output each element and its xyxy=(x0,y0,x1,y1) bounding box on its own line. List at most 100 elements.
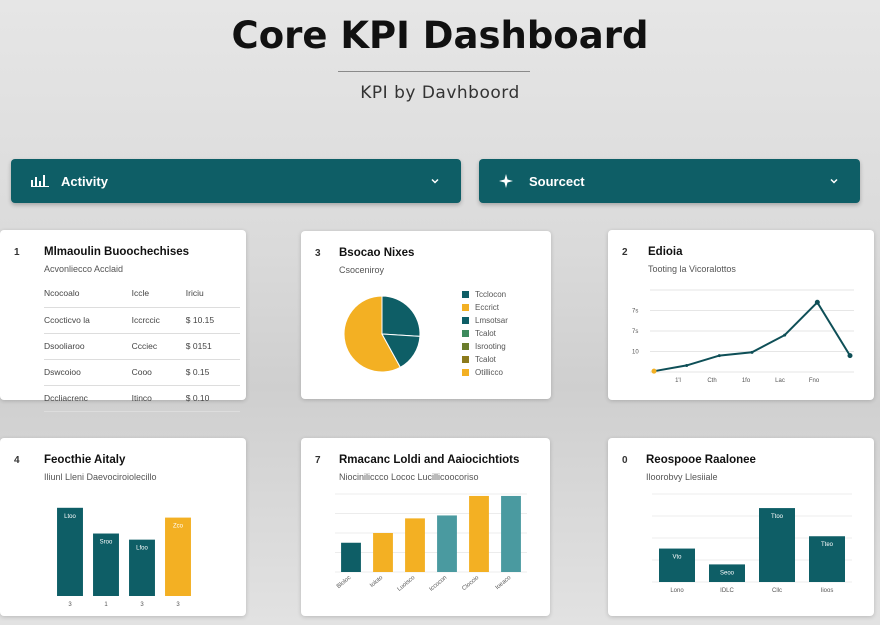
sparkle-icon xyxy=(499,174,521,188)
table-cell: Itinco xyxy=(131,385,186,412)
data-point xyxy=(847,353,853,359)
bar xyxy=(129,539,155,596)
data-point xyxy=(685,363,689,367)
data-label: Sroo xyxy=(100,540,113,546)
table-cell: Ccciec xyxy=(131,333,186,360)
table-cell: $ 10.15 xyxy=(185,307,240,334)
legend-swatch xyxy=(462,317,469,324)
source-dropdown[interactable]: Sourcect xyxy=(479,159,860,203)
activity-dropdown[interactable]: Activity xyxy=(11,159,461,203)
card-title: Edioia xyxy=(648,246,683,258)
activity-dropdown-label: Activity xyxy=(61,173,108,189)
legend-swatch xyxy=(462,291,469,298)
bar xyxy=(759,508,795,582)
card-title: Bsocao Nixes xyxy=(339,247,415,259)
card-subtitle: Iliunl Lleni Daevociroiolecillo xyxy=(44,472,157,482)
bar xyxy=(469,495,489,572)
legend-item: Tcalot xyxy=(462,353,508,366)
legend-swatch xyxy=(462,369,469,376)
y-tick-label: 7s xyxy=(632,329,638,335)
legend-label: Lmsotsar xyxy=(475,316,508,325)
table-cell: Iccrccic xyxy=(131,307,186,334)
bar xyxy=(373,533,393,572)
legend-swatch xyxy=(462,330,469,337)
data-label: Lfoo xyxy=(136,546,148,552)
x-tick-label: Lac xyxy=(775,378,785,384)
legend-label: Tcclocon xyxy=(475,290,507,299)
card-number: 2 xyxy=(622,247,628,258)
data-point xyxy=(750,350,754,354)
data-label: Ltoo xyxy=(64,514,76,520)
chevron-down-icon xyxy=(828,175,840,187)
line-chart: 7s 7s 10 1'l Cth 1fo Lac Fno xyxy=(632,289,854,384)
legend-label: Eccrict xyxy=(475,303,499,312)
legend-item: Tcclocon xyxy=(462,288,508,301)
table-cell: Ccocticvo la xyxy=(44,307,132,334)
legend-label: Tcalot xyxy=(475,329,496,338)
y-tick-label: 7s xyxy=(632,309,638,315)
column-header: Iccle xyxy=(131,288,186,308)
data-label: Zco xyxy=(173,524,184,530)
bar-card-3: 0 Reospooe Raalonee Iloorobvy Llesiiale … xyxy=(608,438,874,616)
table-row: Ccocticvo la Iccrccic $ 10.15 xyxy=(44,307,240,334)
pie-card: 3 Bsocao Nixes Csoceniroy xyxy=(301,231,551,399)
x-tick-label: Ioeaco xyxy=(495,575,513,592)
x-tick-label: Cth xyxy=(707,378,716,384)
page-subtitle: KPI by Davhboord xyxy=(360,83,520,103)
x-tick-label: 3 xyxy=(68,602,72,608)
source-dropdown-label: Sourcect xyxy=(529,173,585,189)
x-tick-label: Bloloc xyxy=(336,575,352,590)
column-header: Ncocoalo xyxy=(44,288,132,308)
card-number: 3 xyxy=(315,248,321,259)
data-point xyxy=(783,333,787,337)
bar-chart-2: Bloloc Ioloto Luoisco Iccocon Cloccio Ioeaco xyxy=(335,493,527,593)
data-label: Ttoo xyxy=(771,514,784,520)
card-title: Rmacanc Loldi and Aaiocichtiots xyxy=(339,454,520,466)
x-tick-label: 1 xyxy=(104,602,108,608)
x-tick-label: Luoisco xyxy=(397,575,417,593)
data-label: Seoo xyxy=(720,570,735,576)
legend-label: Isrooting xyxy=(475,342,506,351)
line-card: 2 Edioia Tooting la Vicoralottos 7s 7s 10 1… xyxy=(608,230,874,400)
table-cell: Dccliacrenc xyxy=(44,385,132,412)
table-cell: Dswcoioo xyxy=(44,359,132,386)
pie-chart xyxy=(343,295,421,373)
card-number: 4 xyxy=(14,455,20,466)
card-number: 0 xyxy=(622,455,628,466)
table-row: Dswcoioo Cooo $ 0.15 xyxy=(44,359,240,386)
data-label: Tteo xyxy=(821,542,834,548)
bar xyxy=(405,518,425,572)
series-line xyxy=(653,300,851,373)
kpi-table-card: 1 Mlmaoulin Buoochechises Acvonliecco Ac… xyxy=(0,230,246,412)
x-tick-label: 3 xyxy=(140,602,144,608)
pie-slice xyxy=(381,333,421,368)
data-label: Vto xyxy=(672,555,682,561)
x-tick-label: Lono xyxy=(670,588,684,594)
card-number: 7 xyxy=(315,455,321,466)
bar xyxy=(501,495,521,572)
table-cell: $ 0.10 xyxy=(185,385,240,412)
legend-item: Isrooting xyxy=(462,340,508,353)
bar-chart-icon xyxy=(31,174,53,188)
chevron-down-icon xyxy=(429,175,441,187)
legend-item: Eccrict xyxy=(462,301,508,314)
card-number: 1 xyxy=(14,247,20,258)
bar xyxy=(165,517,191,596)
card-title: Reospooe Raalonee xyxy=(646,454,756,466)
x-tick-label: Fno xyxy=(809,378,820,384)
legend-swatch xyxy=(462,343,469,350)
bar-chart-3: Vto Lono Seoo IDLC Ttoo Cllc Tteo Iioos xyxy=(652,493,852,594)
card-title: Feocthie Aitaly xyxy=(44,454,126,466)
legend-label: Otillicco xyxy=(475,368,504,377)
y-tick-label: 10 xyxy=(632,350,639,356)
data-point xyxy=(717,354,721,358)
x-tick-label: IDLC xyxy=(720,588,734,594)
bar-chart-1: Ltoo 3 Sroo 1 Lfoo 3 Zco 3 xyxy=(57,507,191,608)
x-tick-label: 1fo xyxy=(742,378,751,384)
table-cell: Dsooliaroo xyxy=(44,333,132,360)
legend-item: Otillicco xyxy=(462,366,508,379)
page-title: Core KPI Dashboard xyxy=(231,14,649,57)
data-point xyxy=(814,299,820,305)
bar xyxy=(809,536,845,582)
bar-card-2: 7 Rmacanc Loldi and Aaiocichtiots Niocin… xyxy=(301,438,550,616)
